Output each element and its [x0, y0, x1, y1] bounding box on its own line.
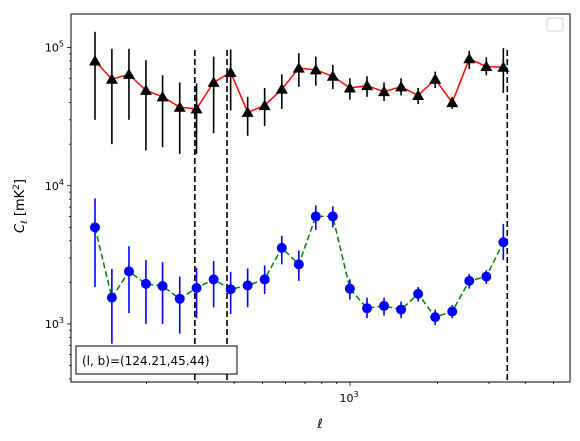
series-1-point-17: [361, 79, 374, 91]
series-2-point-1: [89, 222, 100, 233]
series-1-point-22: [446, 96, 459, 108]
series-2-point-18: [379, 300, 390, 311]
series-1-point-24: [480, 60, 493, 71]
x-axis-label: ℓ: [316, 417, 322, 432]
series-2-point-11: [259, 274, 270, 285]
series-1-point-3: [122, 68, 135, 79]
series-2-point-21: [430, 312, 441, 323]
series-2-point-16: [344, 283, 355, 294]
series-1-point-18: [378, 85, 391, 97]
series-1-point-1: [88, 54, 101, 66]
series-1-point-15: [326, 70, 339, 81]
svg-text:Cℓ [mK2]: Cℓ [mK2]: [12, 179, 30, 233]
y-tick-label-2: 104: [45, 178, 64, 193]
series-1-point-14: [309, 63, 322, 75]
series-2-point-17: [362, 303, 373, 314]
y-tick-label-1: 103: [45, 316, 64, 331]
series-1-point-23: [463, 52, 476, 64]
series-1-point-2: [105, 73, 118, 84]
series-1-point-10: [241, 106, 254, 117]
series-1-point-21: [429, 73, 442, 84]
plot-area: [88, 31, 510, 382]
series-1-point-25: [497, 61, 510, 72]
series-1-point-5: [156, 90, 169, 102]
series-2-point-19: [396, 304, 407, 315]
series-2-point-2: [106, 292, 117, 303]
legend-box: [546, 17, 564, 32]
plot-frame: [70, 13, 571, 383]
series-2-point-13: [293, 259, 304, 270]
series-2-point-5: [157, 281, 168, 292]
series-1-point-13: [292, 62, 305, 73]
series-2-point-6: [174, 293, 185, 304]
series-2: [89, 198, 509, 344]
series-1-point-8: [207, 76, 220, 87]
series-1-point-7: [190, 102, 203, 114]
y-tick-label-3: 105: [45, 40, 64, 55]
series-2-point-15: [327, 211, 338, 222]
series-1-point-20: [412, 89, 425, 101]
series-2-point-25: [498, 237, 509, 248]
series-2-point-10: [242, 280, 253, 291]
series-2-point-22: [447, 306, 458, 317]
series-1-point-16: [343, 81, 356, 93]
series-2-point-14: [310, 211, 321, 222]
series-1: [88, 31, 510, 154]
y-axis-label: Cℓ [mK2]: [12, 179, 30, 233]
series-2-point-12: [276, 242, 287, 253]
series-2-point-3: [123, 266, 134, 277]
series-1-point-4: [139, 84, 152, 95]
series-1-point-11: [258, 99, 271, 111]
series-2-point-4: [140, 278, 151, 289]
annotation-box: (l, b)=(124.21,45.44): [75, 345, 238, 375]
series-2-point-7: [191, 283, 202, 293]
annotation-text: (l, b)=(124.21,45.44): [82, 354, 210, 368]
series-1-point-12: [275, 83, 288, 94]
series-2-point-8: [208, 274, 219, 285]
x-tick-label-1: 103: [339, 390, 358, 405]
series-2-point-9: [225, 284, 236, 295]
axis-ticks: 103 104 105 103: [45, 40, 554, 405]
series-1-point-19: [395, 80, 408, 92]
series-2-point-24: [481, 271, 492, 282]
series-2-point-20: [413, 288, 424, 299]
series-1-point-9: [224, 66, 237, 78]
series-2-point-23: [464, 275, 475, 286]
series-1-point-6: [173, 101, 186, 112]
